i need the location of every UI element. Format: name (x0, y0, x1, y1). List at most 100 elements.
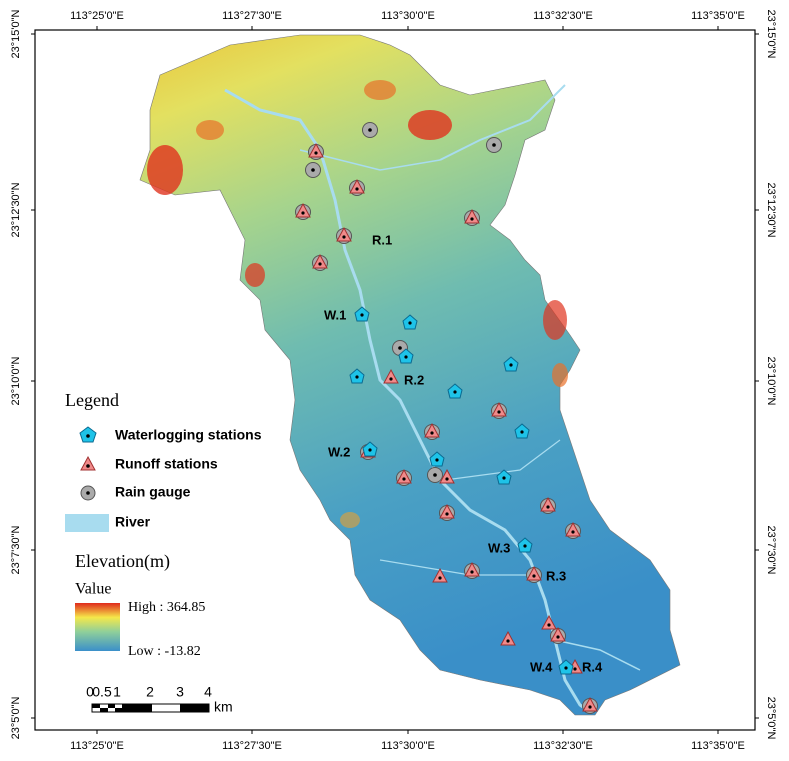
legend-icon (86, 491, 90, 495)
waterlogging-dot (355, 375, 359, 379)
lon-label: 113°30'0"E (381, 740, 435, 752)
rain-gauge-dot (492, 143, 496, 147)
rain-gauge-dot (433, 473, 437, 477)
lat-label: 23°12'30"N (10, 182, 22, 237)
runoff-dot (556, 635, 560, 639)
station-label: R.4 (582, 659, 603, 674)
legend-item: Runoff stations (115, 456, 218, 472)
runoff-station (336, 226, 352, 242)
waterlogging-dot (368, 448, 372, 452)
runoff-station (295, 202, 311, 218)
waterlogging-dot (360, 313, 364, 317)
rain-gauge-dot (311, 168, 315, 172)
low-label: Low : -13.82 (128, 644, 201, 659)
runoff-dot (355, 187, 359, 191)
legend-icon (86, 464, 90, 468)
lon-label: 113°35'0"E (691, 10, 745, 22)
runoff-dot (470, 217, 474, 221)
runoff-station (349, 178, 365, 194)
waterlogging-dot (520, 430, 524, 434)
labels: R.1 R.2 R.3 R.4 W.1 W.2 W.3 W.4 (324, 232, 603, 674)
value-title: Value (75, 581, 111, 598)
station-label: R.3 (546, 568, 566, 583)
lon-label: 113°35'0"E (691, 740, 745, 752)
station-label: W.2 (328, 444, 350, 459)
lon-label: 113°25'0"E (70, 740, 124, 752)
legend-item: Rain gauge (115, 484, 191, 500)
lon-label: 113°27'30"E (222, 10, 282, 22)
lat-label: 23°5'0"N (765, 697, 777, 740)
scale-unit: km (214, 699, 233, 715)
waterlogging-dot (435, 458, 439, 462)
waterlogging-dot (509, 363, 513, 367)
runoff-station (432, 567, 448, 583)
runoff-station (464, 561, 480, 577)
legend-icon (86, 434, 90, 438)
watershed (139, 34, 681, 716)
rain-gauge-dot (368, 128, 372, 132)
rain-gauge-dot (398, 346, 402, 350)
scale-label: 4 (204, 684, 212, 700)
waterlogging-dot (523, 544, 527, 548)
legend: Legend Waterlogging stations Runoff stat… (65, 390, 262, 659)
scale-label: 3 (176, 684, 184, 700)
lat-label: 23°7'30"N (765, 526, 777, 575)
lon-label: 113°30'0"E (381, 10, 435, 22)
runoff-dot (389, 377, 393, 381)
runoff-dot (430, 431, 434, 435)
waterlogging-dot (404, 355, 408, 359)
runoff-station (550, 626, 566, 642)
runoff-dot (445, 512, 449, 516)
station-label: W.4 (530, 659, 553, 674)
runoff-station (491, 401, 507, 417)
scale-label: 1 (113, 684, 121, 700)
runoff-station (565, 521, 581, 537)
runoff-dot (547, 623, 551, 627)
runoff-station (526, 565, 542, 581)
lat-label: 23°10'0"N (10, 356, 22, 405)
runoff-dot (342, 235, 346, 239)
runoff-station (439, 468, 455, 484)
runoff-station (500, 630, 516, 646)
runoff-station (541, 614, 557, 630)
runoff-station (540, 496, 556, 512)
lon-label: 113°32'30"E (533, 740, 593, 752)
runoff-station (582, 696, 598, 712)
high-label: High : 364.85 (128, 600, 205, 615)
stations (295, 122, 598, 714)
runoff-dot (318, 262, 322, 266)
runoff-station (312, 253, 328, 269)
runoff-station (383, 368, 399, 384)
waterlogging-dot (564, 666, 568, 670)
runoff-dot (546, 505, 550, 509)
lat-label: 23°7'30"N (10, 525, 22, 574)
lat-label: 23°15'0"N (765, 10, 777, 59)
runoff-dot (402, 477, 406, 481)
lat-label: 23°5'0"N (10, 697, 22, 740)
lat-label: 23°15'0"N (10, 9, 22, 58)
runoff-dot (506, 639, 510, 643)
runoff-dot (438, 576, 442, 580)
runoff-station (439, 503, 455, 519)
runoff-dot (301, 211, 305, 215)
legend-item: Waterlogging stations (115, 427, 262, 443)
legend-icon (65, 514, 109, 532)
scale-label: 0 (86, 684, 94, 700)
waterlogging-dot (502, 476, 506, 480)
runoff-dot (497, 410, 501, 414)
station-label: W.3 (488, 540, 510, 555)
station-label: R.1 (372, 232, 392, 247)
color-bar (75, 603, 120, 651)
waterlogging-dot (408, 321, 412, 325)
runoff-dot (314, 151, 318, 155)
scale-label: 2 (146, 684, 154, 700)
runoff-dot (588, 705, 592, 709)
runoff-dot (571, 530, 575, 534)
runoff-dot (532, 574, 536, 578)
scale-bar: km 00.5 1 2 3 4 (86, 684, 233, 715)
lat-label: 23°10'0"N (765, 357, 777, 406)
lon-label: 113°27'30"E (222, 740, 282, 752)
runoff-dot (573, 667, 577, 671)
runoff-dot (445, 477, 449, 481)
